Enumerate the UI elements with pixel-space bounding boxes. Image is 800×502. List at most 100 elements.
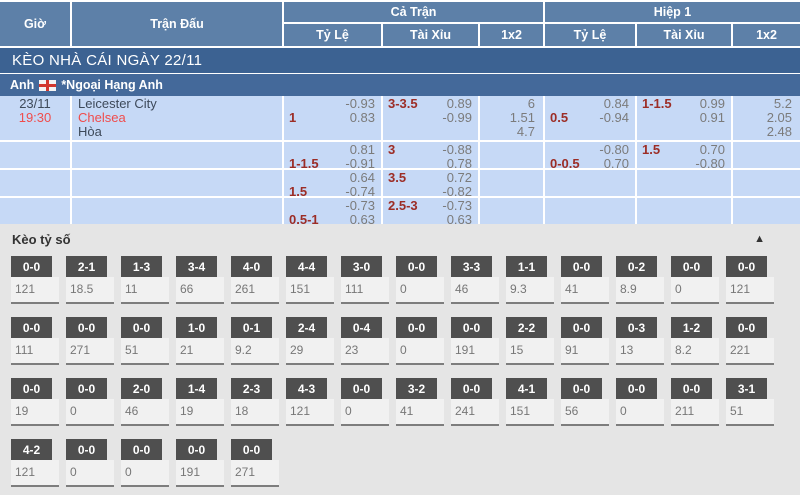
score-odds-value[interactable]: 18	[231, 399, 279, 426]
ft-overunder-cell[interactable]: 2.5-3 -0.73 0.63	[383, 198, 480, 224]
odds-value[interactable]: -0.80	[599, 142, 629, 157]
score-odds-value[interactable]: 271	[66, 338, 114, 365]
score-odds-value[interactable]: 0	[616, 399, 664, 426]
ft-overunder-cell[interactable]: 3-3.5 0.89 -0.99	[383, 96, 480, 140]
odds-value[interactable]: -0.94	[599, 110, 629, 125]
score-odds-value[interactable]: 121	[11, 277, 59, 304]
score-odds-value[interactable]: 211	[671, 399, 719, 426]
score-card[interactable]: 0-0 19	[11, 378, 59, 426]
score-odds-value[interactable]: 191	[176, 460, 224, 487]
score-card[interactable]: 0-0 91	[561, 317, 609, 365]
score-card[interactable]: 4-3 121	[286, 378, 334, 426]
score-card[interactable]: 1-1 9.3	[506, 256, 554, 304]
ft-handicap-cell[interactable]: 0.81 1-1.5 -0.91	[284, 142, 383, 168]
score-card[interactable]: 0-0 121	[11, 256, 59, 304]
score-odds-value[interactable]: 19	[11, 399, 59, 426]
score-card[interactable]: 0-0 191	[451, 317, 499, 365]
score-odds-value[interactable]: 8.2	[671, 338, 719, 365]
score-card[interactable]: 0-4 23	[341, 317, 389, 365]
h1-overunder-cell[interactable]: 1.5 0.70 -0.80	[637, 142, 733, 168]
odds-value[interactable]: -0.82	[442, 184, 472, 197]
score-odds-value[interactable]: 121	[286, 399, 334, 426]
odds-value[interactable]: 6	[527, 96, 535, 111]
score-odds-value[interactable]: 9.2	[231, 338, 279, 365]
odds-value[interactable]: -0.80	[695, 156, 725, 169]
odds-value[interactable]: 0.72	[446, 170, 472, 185]
score-card[interactable]: 4-4 151	[286, 256, 334, 304]
score-odds-value[interactable]: 56	[561, 399, 609, 426]
odds-value[interactable]: 0.99	[699, 96, 725, 111]
odds-value[interactable]: 0.70	[699, 142, 725, 157]
score-odds-value[interactable]: 46	[451, 277, 499, 304]
odds-value[interactable]: -0.88	[442, 142, 472, 157]
score-odds-value[interactable]: 241	[451, 399, 499, 426]
score-odds-value[interactable]: 51	[121, 338, 169, 365]
score-card[interactable]: 0-0 121	[726, 256, 774, 304]
collapse-arrow-icon[interactable]: ▲	[754, 233, 765, 245]
score-card[interactable]: 0-0 271	[231, 439, 279, 487]
score-card[interactable]: 2-1 18.5	[66, 256, 114, 304]
score-odds-value[interactable]: 46	[121, 399, 169, 426]
odds-value[interactable]: 0.64	[349, 170, 375, 185]
odds-value[interactable]: 2.48	[766, 124, 792, 139]
score-card[interactable]: 0-0 0	[341, 378, 389, 426]
score-odds-value[interactable]: 13	[616, 338, 664, 365]
score-odds-value[interactable]: 8.9	[616, 277, 664, 304]
score-card[interactable]: 3-0 111	[341, 256, 389, 304]
odds-value[interactable]: -0.93	[345, 96, 375, 111]
ft-1x2-cell[interactable]: 6 1.51 4.7	[480, 96, 545, 140]
odds-value[interactable]: 0.70	[603, 156, 629, 169]
score-odds-value[interactable]: 15	[506, 338, 554, 365]
odds-value[interactable]: 0.63	[349, 212, 375, 225]
score-odds-value[interactable]: 0	[396, 338, 444, 365]
score-card[interactable]: 0-0 241	[451, 378, 499, 426]
h1-handicap-cell[interactable]: -0.80 0-0.5 0.70	[545, 142, 637, 168]
score-card[interactable]: 3-4 66	[176, 256, 224, 304]
score-odds-value[interactable]: 0	[341, 399, 389, 426]
score-card[interactable]: 3-2 41	[396, 378, 444, 426]
ft-handicap-cell[interactable]: -0.93 1 0.83	[284, 96, 383, 140]
score-odds-value[interactable]: 0	[396, 277, 444, 304]
score-card[interactable]: 2-4 29	[286, 317, 334, 365]
score-odds-value[interactable]: 66	[176, 277, 224, 304]
score-card[interactable]: 0-0 111	[11, 317, 59, 365]
odds-value[interactable]: -0.73	[442, 198, 472, 213]
score-card[interactable]: 4-0 261	[231, 256, 279, 304]
score-odds-value[interactable]: 19	[176, 399, 224, 426]
score-card[interactable]: 0-0 0	[616, 378, 664, 426]
score-odds-value[interactable]: 0	[671, 277, 719, 304]
score-odds-value[interactable]: 23	[341, 338, 389, 365]
score-odds-value[interactable]: 111	[11, 338, 59, 365]
score-card[interactable]: 0-0 0	[396, 256, 444, 304]
score-odds-value[interactable]: 151	[286, 277, 334, 304]
score-card[interactable]: 0-0 56	[561, 378, 609, 426]
odds-value[interactable]: -0.91	[345, 156, 375, 169]
score-card[interactable]: 1-0 21	[176, 317, 224, 365]
score-card[interactable]: 0-0 271	[66, 317, 114, 365]
odds-value[interactable]: 0.84	[603, 96, 629, 111]
score-odds-value[interactable]: 0	[121, 460, 169, 487]
odds-value[interactable]: 0.81	[349, 142, 375, 157]
score-odds-value[interactable]: 9.3	[506, 277, 554, 304]
score-odds-value[interactable]: 41	[561, 277, 609, 304]
h1-1x2-cell[interactable]: 5.2 2.05 2.48	[733, 96, 800, 140]
odds-value[interactable]: 4.7	[516, 124, 535, 139]
score-odds-value[interactable]: 51	[726, 399, 774, 426]
score-card[interactable]: 4-1 151	[506, 378, 554, 426]
score-odds-value[interactable]: 121	[726, 277, 774, 304]
score-odds-value[interactable]: 21	[176, 338, 224, 365]
score-card[interactable]: 0-0 0	[121, 439, 169, 487]
ft-handicap-cell[interactable]: -0.73 0.5-1 0.63	[284, 198, 383, 224]
ft-handicap-cell[interactable]: 0.64 1.5 -0.74	[284, 170, 383, 196]
score-odds-value[interactable]: 271	[231, 460, 279, 487]
score-card[interactable]: 3-1 51	[726, 378, 774, 426]
odds-value[interactable]: 5.2	[773, 96, 792, 111]
odds-value[interactable]: 0.83	[349, 110, 375, 125]
score-card[interactable]: 0-0 51	[121, 317, 169, 365]
score-odds-value[interactable]: 0	[66, 460, 114, 487]
score-card[interactable]: 0-0 191	[176, 439, 224, 487]
score-card[interactable]: 0-0 0	[396, 317, 444, 365]
odds-value[interactable]: -0.99	[442, 110, 472, 125]
odds-value[interactable]: 0.78	[446, 156, 472, 169]
score-card[interactable]: 1-4 19	[176, 378, 224, 426]
